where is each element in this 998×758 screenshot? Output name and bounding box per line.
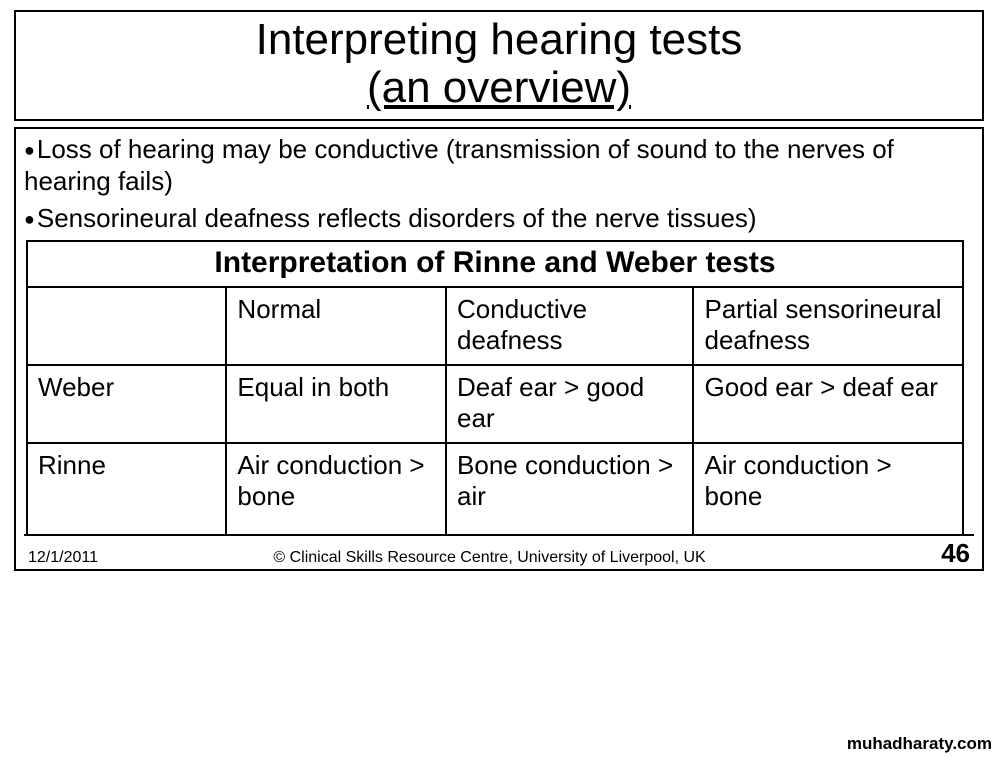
cell-rinne-1: Air conduction > bone [226,443,446,535]
table-header-row: Normal Conductive deafness Partial senso… [27,287,963,365]
bullet-1: Loss of hearing may be conductive (trans… [24,133,974,198]
footer-row: 12/1/2011 © Clinical Skills Resource Cen… [24,534,974,569]
cell-weber-0: Weber [27,365,226,443]
content-box: Loss of hearing may be conductive (trans… [14,127,984,572]
watermark: muhadharaty.com [847,734,992,754]
cell-weber-3: Good ear > deaf ear [693,365,963,443]
table-row-rinne: Rinne Air conduction > bone Bone conduct… [27,443,963,535]
cell-rinne-0: Rinne [27,443,226,535]
table-title: Interpretation of Rinne and Weber tests [27,241,963,287]
interpretation-table: Interpretation of Rinne and Weber tests … [26,240,964,536]
bullet-2: Sensorineural deafness reflects disorder… [24,202,974,235]
header-cell-2: Conductive deafness [446,287,693,365]
header-cell-1: Normal [226,287,446,365]
table-row-weber: Weber Equal in both Deaf ear > good ear … [27,365,963,443]
cell-rinne-2: Bone conduction > air [446,443,693,535]
slide: Interpreting hearing tests (an overview)… [14,10,984,571]
title-box: Interpreting hearing tests (an overview) [14,10,984,121]
header-cell-0 [27,287,226,365]
header-cell-3: Partial sensorineural deafness [693,287,963,365]
cell-weber-1: Equal in both [226,365,446,443]
cell-rinne-3: Air conduction > bone [693,443,963,535]
footer-page-number: 46 [941,538,970,569]
cell-weber-2: Deaf ear > good ear [446,365,693,443]
title-line-2: (an overview) [16,64,982,112]
title-line-1: Interpreting hearing tests [16,16,982,64]
footer-copyright: © Clinical Skills Resource Centre, Unive… [38,549,941,567]
